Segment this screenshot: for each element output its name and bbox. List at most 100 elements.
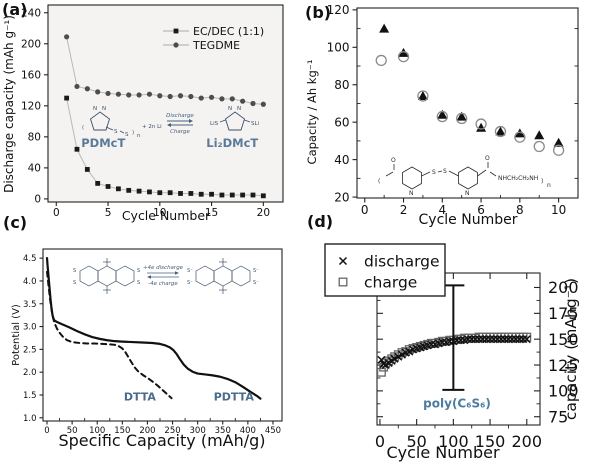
plot-c: 0 50 100 150 200 250 300 350 400 450 1.0 1.5 2.0 2.5 3… [11, 248, 283, 450]
redox-arrows-a: Discharge Charge [166, 113, 194, 135]
y-tick-label: 3.5 [23, 300, 37, 310]
x-tick-label: 100 [89, 426, 105, 436]
chart-d-poly-c6s6-cycling: 0 50 100 150 200 75 100 125 150 175 200 poly(C₆S₆) C… [324, 243, 580, 462]
y-tick-label: 125 [548, 356, 579, 375]
svg-text:+4e discharge: +4e discharge [143, 265, 184, 271]
legend-label: charge [364, 274, 417, 292]
y-tick-label: 2.0 [23, 368, 37, 378]
x-tick-label: 0 [361, 203, 369, 217]
y-tick-label: 200 [21, 39, 41, 51]
x-tick-label: 300 [190, 426, 206, 436]
x-tick-label: 200 [139, 426, 155, 436]
x-tick-label: 0 [375, 432, 385, 451]
series-ec-dec-1-1- [64, 95, 266, 199]
svg-text:Charge: Charge [170, 129, 190, 135]
panel-label-c: (c) [3, 213, 28, 232]
svg-text:S: S [114, 129, 118, 135]
svg-text:n: n [137, 133, 141, 139]
y-tick-label: 100 [327, 41, 350, 55]
disulfide-polymer-structure-drawing: ( O N S S N O NHCH₂CH₂NH ) n [378, 155, 551, 197]
dtta-structure-drawing: S S S S [73, 258, 140, 294]
x-tick-label: 150 [114, 426, 130, 436]
svg-text:Discharge: Discharge [166, 113, 194, 119]
y-tick-label: 60 [334, 116, 349, 130]
svg-text:S⁻: S⁻ [187, 280, 193, 286]
y-tick-label: 4.5 [23, 254, 37, 264]
y-tick-label: 1.0 [23, 414, 37, 424]
x-tick-label: 200 [512, 432, 543, 451]
x-tick-label: 15 [205, 207, 218, 219]
y-tick-label: 40 [28, 163, 41, 175]
x-tick-label: 450 [265, 426, 281, 436]
y-tick-label: 175 [548, 304, 579, 323]
axis-ticks-c: 0 50 100 150 200 250 300 350 400 450 1.0 1.5 2.0 2.5 3… [23, 254, 281, 436]
x-tick-label: 50 [67, 426, 78, 436]
li2dmct-structure-drawing: N N LiS SLi [210, 106, 260, 131]
x-tick-label: 400 [240, 426, 256, 436]
x-tick-label: 6 [477, 203, 485, 217]
y-tick-label: 160 [21, 70, 41, 82]
legend-a: EC/DEC (1:1)TEGDME [163, 25, 264, 52]
y-tick-label: 40 [334, 153, 349, 167]
panel-label-a: (a) [2, 0, 28, 19]
legend-label: discharge [364, 253, 440, 271]
svg-text:S: S [443, 168, 447, 175]
y-axis-label: Discharge capacity (mAh g⁻¹) [2, 15, 16, 193]
chart-b-cycling-capacity: 0 2 4 6 8 10 20 40 60 80 100 120 Cycle Number Capacit… [305, 3, 579, 228]
x-tick-label: 350 [215, 426, 231, 436]
svg-text:): ) [132, 130, 134, 136]
svg-text:S: S [73, 268, 76, 274]
series-tegdme [64, 34, 266, 107]
x-tick-label: 10 [153, 207, 166, 219]
svg-text:LiS: LiS [210, 121, 219, 127]
y-axis-label: capacity (mAhg⁻¹) [562, 278, 580, 420]
chart-c-discharge-curves: 0 50 100 150 200 250 300 350 400 450 1.0 1.5 2.0 2.5 3… [11, 248, 283, 450]
panel-label-b: (b) [305, 3, 332, 22]
x-axis-label: Cycle Number [122, 208, 211, 223]
y-tick-label: 240 [21, 8, 41, 20]
svg-text:n: n [547, 182, 551, 189]
svg-text:O: O [391, 157, 396, 164]
reduced-dtta-structure-drawing: S⁻ S⁻ S⁻ S⁻ [187, 258, 259, 294]
y-tick-label: 80 [334, 78, 349, 92]
y-axis-label: Capacity / Ah kg⁻¹ [305, 60, 319, 165]
x-tick-label: 0 [53, 207, 60, 219]
y-tick-label: 120 [327, 3, 350, 17]
legend-label: TEGDME [192, 39, 240, 52]
svg-text:): ) [541, 178, 543, 185]
x-tick-label: 100 [438, 432, 469, 451]
y-tick-label: 120 [21, 101, 41, 113]
svg-text:S: S [432, 169, 436, 176]
x-tick-label: 150 [475, 432, 506, 451]
series-dtta [46, 270, 173, 400]
panel-label-d: (d) [307, 212, 334, 231]
svg-text:S: S [137, 280, 140, 286]
x-axis-label: Specific Capacity (mAh/g) [58, 431, 265, 450]
x-tick-label: 4 [438, 203, 446, 217]
x-axis-label: Cycle Number [419, 212, 518, 228]
x-axis-label: Cycle Number [386, 443, 500, 462]
redox-arrows-c: +4e discharge -4e charge [143, 265, 184, 287]
plot-d: 0 50 100 150 200 75 100 125 150 175 200 poly(C₆S₆) C… [375, 272, 580, 462]
svg-text:(: ( [82, 125, 84, 131]
series-filled-triangles [379, 23, 564, 147]
svg-text:S: S [125, 132, 129, 138]
legend-label: EC/DEC (1:1) [193, 25, 264, 38]
svg-text:S⁻: S⁻ [253, 280, 259, 286]
annotation-dtta: DTTA [124, 390, 157, 403]
y-tick-label: 100 [548, 382, 579, 401]
svg-text:N: N [237, 106, 241, 112]
y-tick-label: 2.5 [23, 345, 37, 355]
svg-text:S⁻: S⁻ [187, 268, 193, 274]
axis-ticks-b: 0 2 4 6 8 10 20 40 60 80 100 120 [327, 3, 578, 217]
svg-text:+ 2n Li: + 2n Li [142, 124, 162, 130]
svg-text:NHCH₂CH₂NH: NHCH₂CH₂NH [498, 175, 538, 182]
y-tick-label: 3.0 [23, 323, 37, 333]
x-tick-label: 0 [44, 426, 49, 436]
annotation-pdtta: PDTTA [214, 390, 255, 403]
error-bar [442, 284, 465, 391]
plot-b: 0 2 4 6 8 10 20 40 60 80 100 120 Cycle Number Capacit… [305, 3, 579, 228]
